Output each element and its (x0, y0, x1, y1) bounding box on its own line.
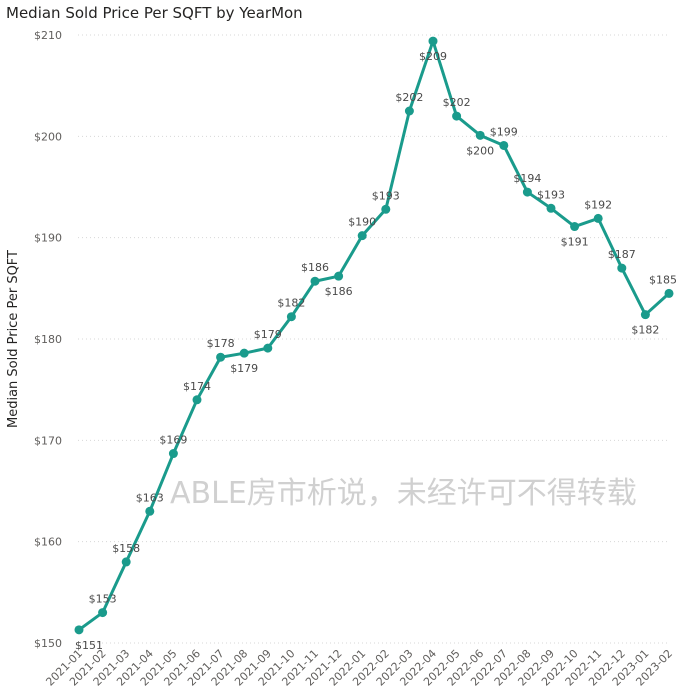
x-axis-ticks: 2021-012021-022021-032021-042021-052021-… (43, 647, 675, 689)
data-label: $199 (490, 125, 518, 138)
data-point (310, 276, 320, 286)
data-labels: $151 $153 $158 $163 $169 $174 $178 $179 $179 $182… (75, 50, 677, 652)
data-point (452, 111, 462, 121)
y-axis-title: Median Sold Price Per SQFT (6, 250, 21, 428)
data-label: $194 (513, 172, 541, 185)
data-point (168, 449, 178, 459)
data-points (74, 36, 674, 635)
data-label: $169 (159, 434, 187, 447)
data-label: $193 (372, 189, 400, 202)
chart-title: Median Sold Price Per SQFT by YearMon (6, 4, 303, 22)
data-label: $178 (207, 337, 235, 350)
y-tick-label: $150 (34, 637, 62, 650)
data-label: $186 (301, 261, 329, 274)
data-point (145, 506, 155, 516)
data-label: $153 (89, 593, 117, 606)
data-label: $186 (325, 285, 353, 298)
data-point (98, 608, 108, 618)
data-point (664, 288, 674, 298)
data-label: $179 (230, 362, 258, 375)
y-tick-label: $170 (34, 434, 62, 447)
data-point (239, 348, 249, 358)
data-point (404, 106, 414, 116)
data-label: $202 (443, 96, 471, 109)
y-tick-label: $160 (34, 536, 62, 549)
data-point (640, 310, 650, 320)
data-label: $193 (537, 188, 565, 201)
y-tick-label: $200 (34, 130, 62, 143)
data-point (121, 557, 131, 567)
grid-lines (78, 34, 670, 644)
data-label: $163 (136, 491, 164, 504)
data-label: $200 (466, 144, 494, 157)
data-point (570, 222, 580, 232)
data-label: $158 (112, 542, 140, 555)
data-point (522, 187, 532, 197)
data-point (286, 312, 296, 322)
data-label: $191 (561, 236, 589, 249)
data-point (617, 263, 627, 273)
data-point (546, 203, 556, 213)
data-label: $185 (649, 273, 677, 286)
data-label: $182 (631, 324, 659, 337)
data-label: $202 (395, 91, 423, 104)
data-label: $151 (75, 639, 103, 652)
data-point (334, 271, 344, 281)
data-point (475, 130, 485, 140)
data-label: $174 (183, 380, 211, 393)
data-label: $182 (277, 297, 305, 310)
data-label: $190 (348, 216, 376, 229)
data-label: $192 (584, 198, 612, 211)
data-label: $209 (419, 50, 447, 63)
data-point (74, 625, 84, 635)
y-tick-label: $190 (34, 232, 62, 245)
data-point (499, 140, 509, 150)
watermark-text: ABLE房市析说，未经许可不得转载 (170, 476, 637, 511)
data-point (216, 352, 226, 362)
data-point (357, 231, 367, 241)
data-point (428, 36, 438, 46)
data-point (263, 343, 273, 353)
y-tick-label: $180 (34, 333, 62, 346)
y-tick-label: $210 (34, 29, 62, 42)
y-axis-ticks: $150 $160 $170 $180 $190 $200 $210 (34, 29, 62, 650)
series-line (78, 39, 671, 632)
data-point (593, 213, 603, 223)
data-point (192, 395, 202, 405)
data-label: $179 (254, 328, 282, 341)
data-point (381, 204, 391, 214)
data-label: $187 (608, 248, 636, 261)
